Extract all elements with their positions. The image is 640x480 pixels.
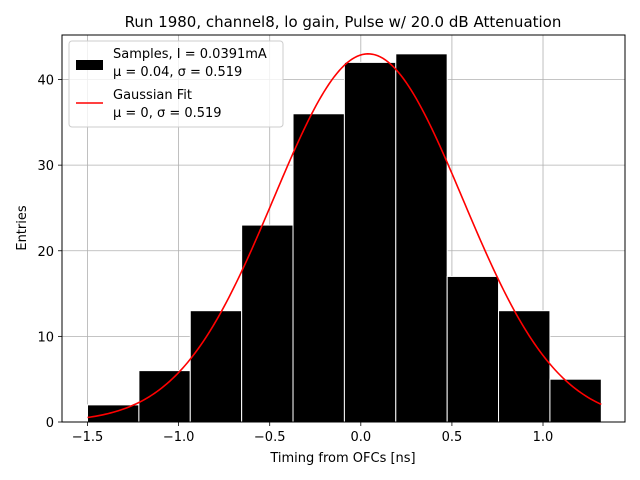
histogram-bar bbox=[138, 370, 191, 423]
chart-title: Run 1980, channel8, lo gain, Pulse w/ 20… bbox=[125, 13, 562, 31]
x-tick-label: −1.5 bbox=[72, 430, 104, 445]
y-tick-label: 30 bbox=[37, 159, 54, 174]
histogram-bar bbox=[446, 275, 500, 423]
legend-label-samples: Samples, I = 0.0391mA bbox=[113, 47, 267, 62]
histogram-bar bbox=[343, 61, 397, 423]
histogram-bar bbox=[292, 113, 345, 423]
legend: Samples, I = 0.0391mA μ = 0.04, σ = 0.51… bbox=[68, 40, 284, 128]
legend-sublabel-fit: μ = 0, σ = 0.519 bbox=[113, 106, 222, 121]
y-tick-label: 0 bbox=[46, 416, 54, 431]
y-tick-label: 40 bbox=[37, 74, 54, 89]
legend-sublabel-samples: μ = 0.04, σ = 0.519 bbox=[113, 65, 242, 80]
histogram-bars bbox=[87, 53, 602, 423]
histogram-bar bbox=[241, 224, 294, 423]
x-tick-label: 0.0 bbox=[350, 430, 371, 445]
y-axis-label: Entries bbox=[15, 205, 30, 251]
fit-curve-layer bbox=[87, 53, 602, 419]
legend-box bbox=[68, 40, 284, 128]
x-tick-label: 0.5 bbox=[442, 430, 463, 445]
legend-label-fit: Gaussian Fit bbox=[113, 88, 192, 103]
histogram-bar bbox=[395, 53, 448, 423]
histogram-bar bbox=[189, 310, 243, 423]
legend-swatch-samples bbox=[76, 60, 103, 70]
plot-frame bbox=[61, 34, 626, 423]
axis-ticks: −1.5 −1.0 −0.5 0.0 0.5 1.0 0 10 20 30 40 bbox=[37, 74, 553, 445]
histogram-bar bbox=[87, 404, 140, 423]
y-tick-label: 20 bbox=[37, 245, 54, 260]
y-tick-label: 10 bbox=[37, 330, 54, 345]
x-tick-label: −0.5 bbox=[254, 430, 286, 445]
x-tick-label: −1.0 bbox=[163, 430, 195, 445]
x-tick-label: 1.0 bbox=[533, 430, 554, 445]
gaussian-fit-line bbox=[87, 53, 602, 419]
x-axis-label: Timing from OFCs [ns] bbox=[269, 451, 415, 466]
